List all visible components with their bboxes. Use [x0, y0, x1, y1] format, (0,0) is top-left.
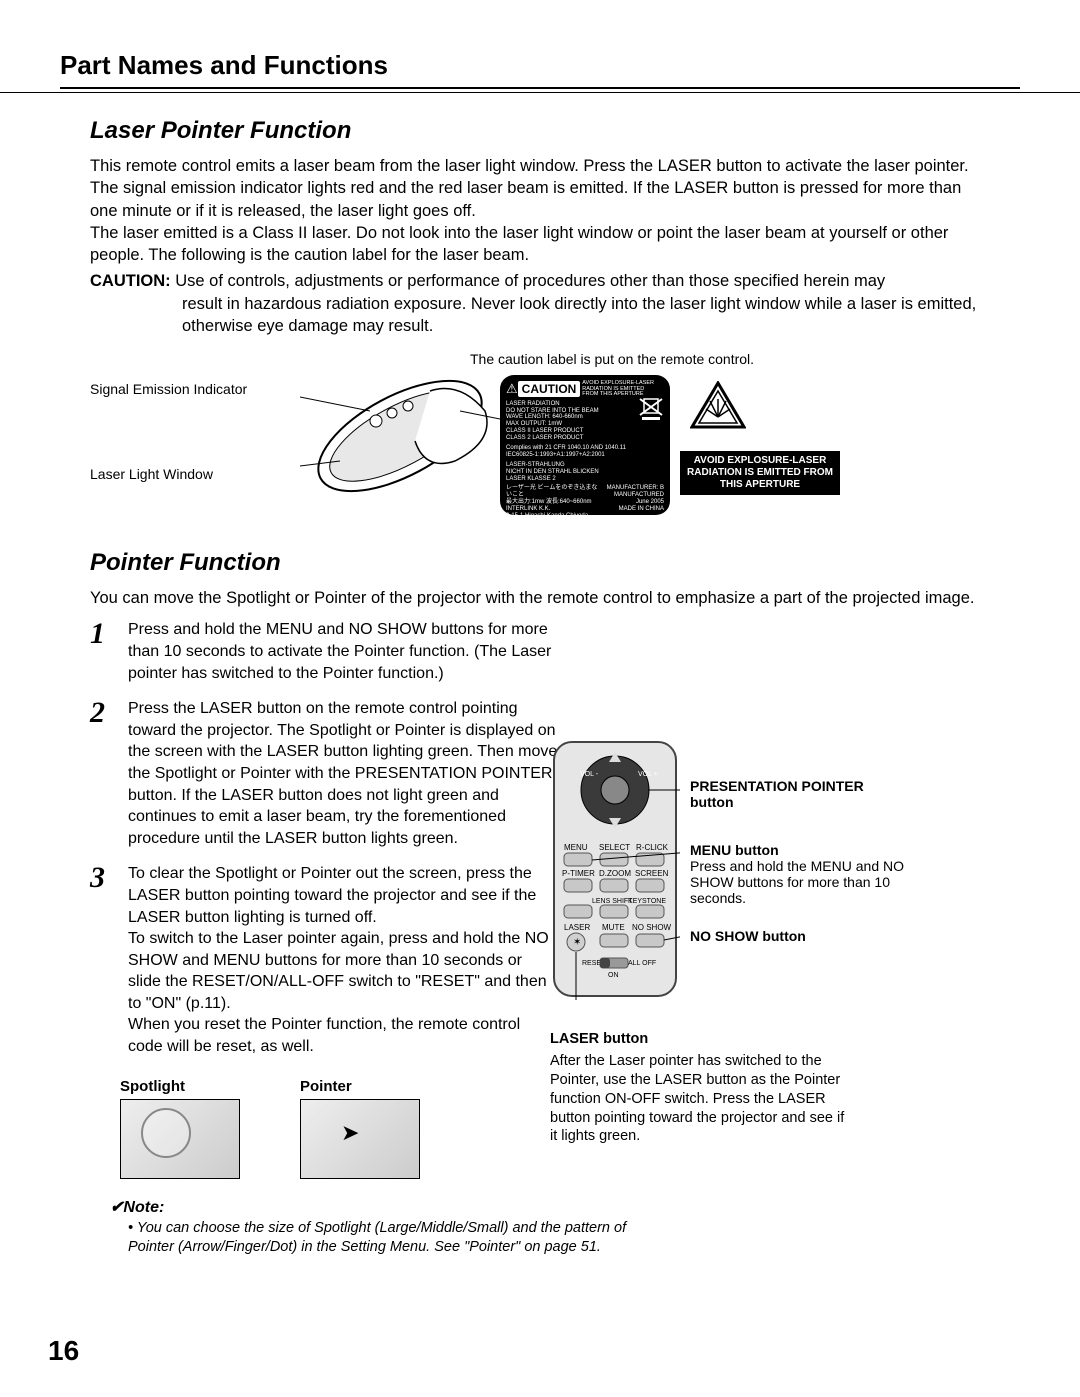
caution-tiny-4: レーザー光 ビームをのぞき込まないこと 最大出力:1mw 波長:640~660n… — [506, 485, 603, 533]
steps-list: 1 Press and hold the MENU and NO SHOW bu… — [90, 619, 990, 1057]
step-3-num: 3 — [90, 863, 128, 1057]
signal-indicator-label: Signal Emission Indicator — [90, 381, 247, 397]
spotlight-title: Spotlight — [120, 1078, 240, 1095]
pointer-thumbnail: ➤ — [300, 1099, 420, 1179]
svg-text:VOL +: VOL + — [638, 771, 658, 778]
weee-icon — [638, 397, 664, 423]
noshow-button-label: NO SHOW button — [690, 928, 806, 944]
caution-text-2: result in hazardous radiation exposure. … — [182, 293, 990, 338]
aperture-banner: AVOID EXPLOSURE-LASER RADIATION IS EMITT… — [680, 451, 840, 495]
svg-text:D.ZOOM: D.ZOOM — [599, 869, 631, 878]
page-title: Part Names and Functions — [60, 50, 1020, 89]
presentation-pointer-label: PRESENTATION POINTER button — [690, 778, 910, 810]
pointer-intro: You can move the Spotlight or Pointer of… — [90, 587, 990, 609]
svg-text:LASER: LASER — [564, 923, 590, 932]
laser-caution: CAUTION: Use of controls, adjustments or… — [90, 270, 990, 337]
step-2-text: Press the LASER button on the remote con… — [128, 698, 558, 849]
pointer-title: Pointer — [300, 1078, 420, 1095]
svg-text:R-CLICK: R-CLICK — [636, 843, 669, 852]
menu-button-desc: Press and hold the MENU and NO SHOW butt… — [690, 858, 904, 906]
svg-text:P-TIMER: P-TIMER — [562, 869, 595, 878]
section-pointer-title: Pointer Function — [90, 549, 1020, 577]
svg-text:✶: ✶ — [573, 937, 581, 948]
caution-label: CAUTION: — [90, 272, 171, 290]
title-rule — [0, 92, 1080, 93]
laser-warning-triangle-icon — [690, 381, 746, 431]
svg-text:ALL OFF: ALL OFF — [628, 960, 656, 967]
svg-text:MUTE: MUTE — [602, 923, 625, 932]
laser-diagram: The caution label is put on the remote c… — [90, 351, 990, 531]
step-1: 1 Press and hold the MENU and NO SHOW bu… — [90, 619, 990, 684]
laser-button-desc: After the Laser pointer has switched to … — [550, 1052, 850, 1146]
svg-text:VOL -: VOL - — [580, 771, 599, 778]
svg-text:SELECT: SELECT — [599, 843, 630, 852]
caution-text-1: Use of controls, adjustments or performa… — [175, 272, 885, 290]
section-laser-title: Laser Pointer Function — [90, 117, 1020, 145]
spotlight-thumbnail — [120, 1099, 240, 1179]
note-heading: ✔Note: — [110, 1197, 990, 1217]
page-number: 16 — [48, 1335, 79, 1367]
svg-text:NO SHOW: NO SHOW — [632, 923, 672, 932]
note-body: • You can choose the size of Spotlight (… — [128, 1219, 628, 1257]
step-1-text: Press and hold the MENU and NO SHOW butt… — [128, 619, 558, 684]
svg-text:MENU: MENU — [564, 843, 588, 852]
laser-window-label: Laser Light Window — [90, 466, 213, 482]
step-1-num: 1 — [90, 619, 128, 684]
remote-hand-illustration — [300, 351, 500, 521]
caution-word: CAUTION — [518, 381, 581, 397]
caution-tiny-3: LASER-STRAHLUNG NICHT IN DEN STRAHL BLIC… — [506, 462, 664, 483]
caution-tiny-2: Complies with 21 CFR 1040.10 AND 1040.11… — [506, 445, 664, 459]
note-block: ✔Note: • You can choose the size of Spot… — [110, 1197, 990, 1257]
svg-text:ON: ON — [608, 972, 619, 979]
laser-para2: The laser emitted is a Class II laser. D… — [90, 222, 990, 267]
laser-button-label: LASER button — [550, 1030, 880, 1048]
menu-button-label: MENU button Press and hold the MENU and … — [690, 842, 930, 906]
remote-control-illustration: VOL - VOL + MENU SELECT R-CLICK P-TIMER … — [550, 740, 680, 1000]
diagram-caption: The caution label is put on the remote c… — [470, 351, 754, 367]
svg-text:SCREEN: SCREEN — [635, 869, 669, 878]
svg-text:KEYSTONE: KEYSTONE — [628, 898, 666, 905]
caution-aperture-top: AVOID EXPLOSURE-LASER RADIATION IS EMITT… — [582, 381, 660, 398]
caution-mfr: MANUFACTURER: B MANUFACTURED June 2005 M… — [607, 485, 664, 533]
step-3-text: To clear the Spotlight or Pointer out th… — [128, 863, 558, 1057]
laser-para1: This remote control emits a laser beam f… — [90, 155, 990, 222]
svg-text:LENS SHIFT: LENS SHIFT — [592, 898, 633, 905]
step-2-num: 2 — [90, 698, 128, 849]
step-2: 2 Press the LASER button on the remote c… — [90, 698, 990, 849]
caution-sticker: ⚠CAUTION AVOID EXPLOSURE-LASER RADIATION… — [500, 375, 670, 515]
